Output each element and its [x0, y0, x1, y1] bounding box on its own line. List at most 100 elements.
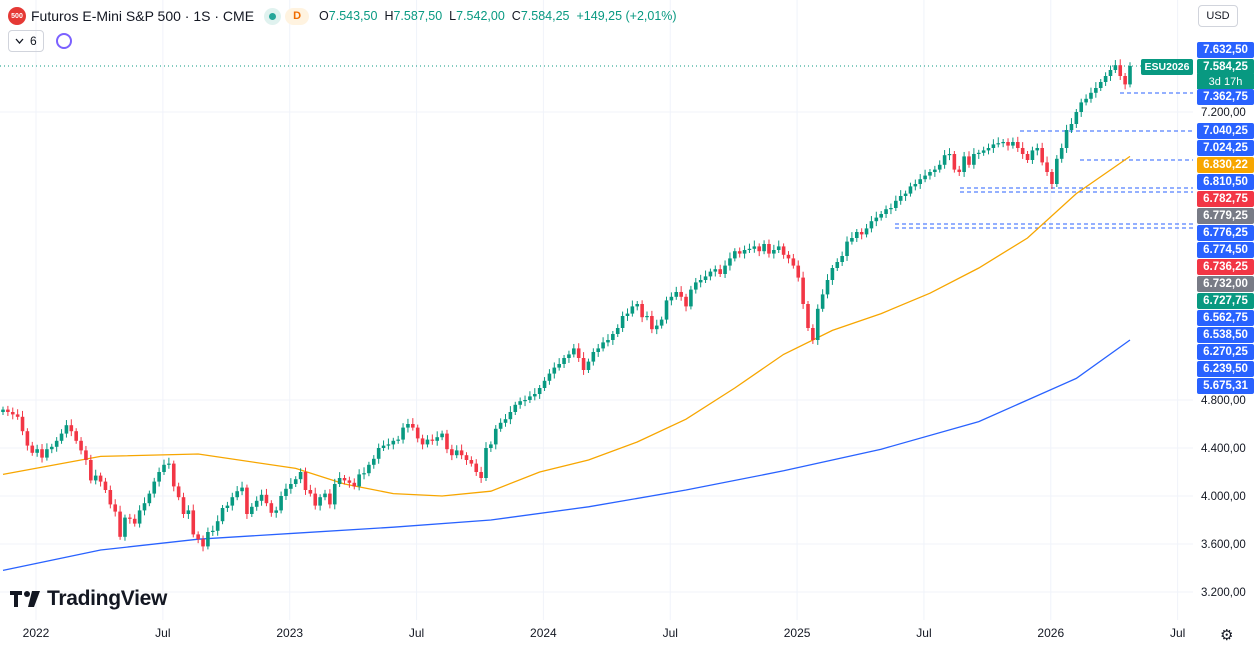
- candle-body: [772, 250, 776, 254]
- horizontal-price-lines: [0, 65, 1193, 229]
- x-tick-label: 2026: [1037, 626, 1064, 640]
- tradingview-logo[interactable]: TradingView: [10, 587, 167, 611]
- candle-body: [1006, 142, 1010, 146]
- candle-body: [918, 179, 923, 184]
- candle-body: [435, 437, 440, 441]
- candle-body: [430, 439, 435, 441]
- candle-body: [596, 348, 601, 352]
- chart-header: 500 Futuros E-Mini S&P 500 · 1S · CME D …: [8, 6, 684, 26]
- candle-body: [650, 316, 654, 330]
- candle-body: [894, 200, 898, 208]
- price-tag: 6.562,75: [1197, 310, 1254, 326]
- price-tag: 6.782,75: [1197, 191, 1254, 207]
- candle-body: [1, 409, 5, 412]
- candle-body: [576, 348, 581, 358]
- close-label: C: [511, 9, 521, 23]
- candle-body: [1011, 142, 1015, 146]
- candle-body: [562, 358, 566, 364]
- symbol-title[interactable]: Futuros E-Mini S&P 500 · 1S · CME: [31, 8, 255, 24]
- price-tag: 6.270,25: [1197, 344, 1254, 360]
- candle-body: [547, 373, 552, 381]
- candle-body: [10, 412, 15, 415]
- candle-body: [923, 175, 927, 180]
- candle-body: [1113, 65, 1118, 70]
- candle-body: [1079, 102, 1084, 112]
- candle-body: [801, 277, 805, 304]
- candle-body: [30, 445, 35, 453]
- x-tick-label: 2025: [784, 626, 811, 640]
- indicator-toolbar: 6: [8, 30, 72, 52]
- candle-body: [659, 319, 664, 326]
- candle-body: [737, 251, 742, 254]
- delayed-badge[interactable]: D: [285, 7, 310, 25]
- candle-body: [89, 460, 93, 481]
- candle-body: [245, 487, 249, 514]
- candle-body: [757, 246, 762, 252]
- candle-body: [762, 244, 766, 252]
- market-status-pill[interactable]: [264, 7, 282, 25]
- candle-body: [942, 155, 947, 165]
- candle-body: [693, 282, 698, 290]
- candle-body: [6, 409, 10, 412]
- candle-body: [864, 228, 869, 235]
- candle-body: [157, 472, 161, 482]
- candle-body: [108, 490, 113, 505]
- candle-body: [537, 388, 542, 394]
- grid-lines: [0, 0, 1193, 620]
- y-tick-label: 3.600,00: [1201, 539, 1246, 551]
- candle-body: [401, 427, 405, 440]
- candle-body: [615, 328, 620, 334]
- x-tick-label: Jul: [155, 626, 170, 640]
- candle-body: [518, 401, 522, 405]
- candle-body: [479, 472, 483, 478]
- candle-body: [464, 455, 469, 460]
- candle-body: [947, 154, 952, 156]
- candle-body: [459, 450, 464, 456]
- candle-body: [786, 254, 791, 259]
- candle-body: [508, 412, 513, 420]
- candle-body: [591, 352, 596, 362]
- candle-body: [269, 503, 274, 513]
- candle-body: [664, 300, 669, 320]
- settings-gear-icon[interactable]: ⚙: [1220, 627, 1234, 644]
- candle-body: [611, 334, 615, 340]
- y-tick-label: 3.200,00: [1201, 587, 1246, 599]
- candle-body: [420, 438, 425, 445]
- candle-body: [279, 496, 283, 511]
- candle-body: [889, 208, 893, 210]
- candle-body: [396, 439, 400, 441]
- candle-body: [79, 440, 83, 451]
- candle-body: [679, 292, 683, 297]
- y-tick-label: 4.000,00: [1201, 491, 1246, 503]
- candle-body: [776, 246, 781, 250]
- candle-body: [235, 491, 239, 498]
- candle-body: [869, 221, 874, 229]
- close-value: 7.584,25: [520, 9, 570, 23]
- candle-body: [962, 156, 966, 172]
- candle-body: [606, 340, 610, 343]
- price-tag: 6.732,00: [1197, 276, 1254, 292]
- candle-body: [264, 494, 269, 504]
- high-value: 7.587,50: [393, 9, 443, 23]
- candle-body: [845, 241, 849, 256]
- candle-body: [1015, 142, 1020, 148]
- candle-body: [791, 258, 796, 266]
- currency-button[interactable]: USD: [1198, 5, 1238, 27]
- symbol-badge[interactable]: 500: [8, 7, 26, 25]
- candle-body: [1055, 158, 1059, 184]
- candle-body: [708, 271, 713, 277]
- candle-body: [703, 276, 708, 280]
- price-tag: 7.024,25: [1197, 140, 1254, 156]
- refresh-icon[interactable]: [55, 33, 72, 49]
- candle-body: [811, 328, 815, 340]
- candle-body: [308, 490, 313, 494]
- candle-body: [674, 292, 679, 297]
- candle-body: [991, 144, 996, 148]
- candle-body: [64, 425, 69, 434]
- indicators-toggle-button[interactable]: 6: [8, 30, 44, 52]
- candle-body: [898, 196, 903, 201]
- candle-body: [93, 475, 98, 481]
- candle-body: [1074, 112, 1079, 124]
- high-label: H: [384, 9, 394, 23]
